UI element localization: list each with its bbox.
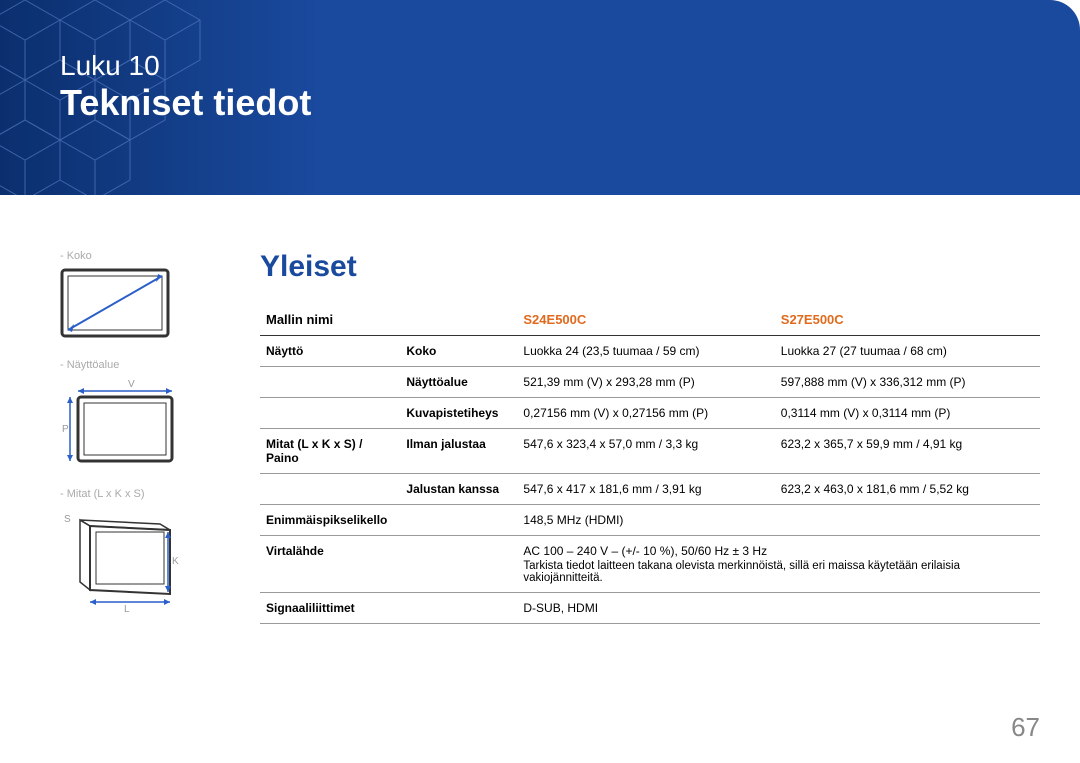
fig3-k-label: K [172,556,179,567]
cell: Luokka 27 (27 tuumaa / 68 cm) [775,336,1040,367]
fig2-v-label: V [128,379,135,390]
cell: 521,39 mm (V) x 293,28 mm (P) [517,367,774,398]
cell: 0,27156 mm (V) x 0,27156 mm (P) [517,398,774,429]
fig2-label: - Näyttöalue [60,359,180,371]
row-category [260,367,400,398]
fig1-label: - Koko [60,250,180,262]
row-subcategory: Koko [400,336,517,367]
cell: 148,5 MHz (HDMI) [517,505,1040,536]
table-row: Kuvapistetiheys0,27156 mm (V) x 0,27156 … [260,398,1040,429]
page-header: Luku 10 Tekniset tiedot [0,0,1080,195]
table-row: NäyttöKokoLuokka 24 (23,5 tuumaa / 59 cm… [260,336,1040,367]
fig-display-area-icon: V P [60,377,180,467]
row-subcategory: Ilman jalustaa [400,429,517,474]
col-s24: S24E500C [517,304,774,336]
cell: D-SUB, HDMI [517,593,1040,624]
chapter-label: Luku 10 [60,50,1080,82]
row-label: Signaaliliittimet [260,593,517,624]
cell: 547,6 x 323,4 x 57,0 mm / 3,3 kg [517,429,774,474]
row-category: Mitat (L x K x S) / Paino [260,429,400,474]
row-category [260,474,400,505]
table-row: SignaaliliittimetD-SUB, HDMI [260,593,1040,624]
row-subcategory: Jalustan kanssa [400,474,517,505]
table-row: VirtalähdeAC 100 – 240 V – (+/- 10 %), 5… [260,536,1040,593]
row-label: Virtalähde [260,536,517,593]
row-subcategory: Näyttöalue [400,367,517,398]
fig3-s-label: S [64,514,71,525]
section-title: Yleiset [260,250,1040,284]
table-row: Enimmäispikselikello148,5 MHz (HDMI) [260,505,1040,536]
table-row: Näyttöalue521,39 mm (V) x 293,28 mm (P)5… [260,367,1040,398]
cell: Luokka 24 (23,5 tuumaa / 59 cm) [517,336,774,367]
cell: AC 100 – 240 V – (+/- 10 %), 50/60 Hz ± … [517,536,1040,593]
cell: 597,888 mm (V) x 336,312 mm (P) [775,367,1040,398]
table-row: Mitat (L x K x S) / PainoIlman jalustaa5… [260,429,1040,474]
page-number: 67 [1011,712,1040,743]
table-row: Jalustan kanssa547,6 x 417 x 181,6 mm / … [260,474,1040,505]
cell: 623,2 x 463,0 x 181,6 mm / 5,52 kg [775,474,1040,505]
chapter-title: Tekniset tiedot [60,82,1080,124]
cell: 623,2 x 365,7 x 59,9 mm / 4,91 kg [775,429,1040,474]
cell: 0,3114 mm (V) x 0,3114 mm (P) [775,398,1040,429]
sidebar-diagrams: - Koko - Näyttöalue V P - Mitat (L x K x… [60,250,180,637]
main-content: Yleiset Mallin nimi S24E500C S27E500C Nä… [260,250,1040,624]
row-label: Enimmäispikselikello [260,505,517,536]
row-category [260,398,400,429]
fig-dimensions-icon: S K L [60,506,180,616]
row-subcategory: Kuvapistetiheys [400,398,517,429]
row-category: Näyttö [260,336,400,367]
fig3-l-label: L [124,604,130,615]
fig-size-icon [60,268,170,338]
fig2-p-label: P [62,424,69,435]
specs-table: Mallin nimi S24E500C S27E500C NäyttöKoko… [260,304,1040,624]
cell: 547,6 x 417 x 181,6 mm / 3,91 kg [517,474,774,505]
cell-note: Tarkista tiedot laitteen takana olevista… [523,558,1034,584]
fig3-label: - Mitat (L x K x S) [60,488,180,500]
table-header-row: Mallin nimi S24E500C S27E500C [260,304,1040,336]
col-s27: S27E500C [775,304,1040,336]
col-model-name: Mallin nimi [260,304,517,336]
